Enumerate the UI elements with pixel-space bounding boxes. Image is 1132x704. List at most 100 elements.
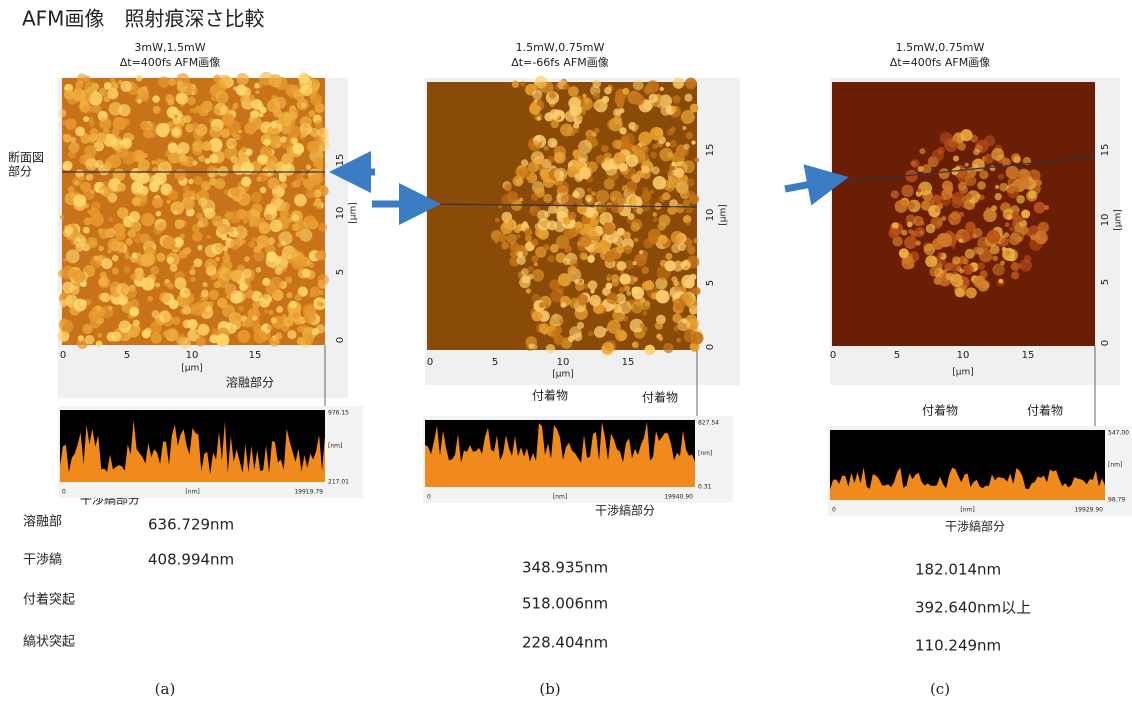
afm-grain <box>123 266 130 273</box>
afm-grain <box>681 275 694 288</box>
afm-grain <box>569 326 582 339</box>
afm-grain <box>85 158 97 170</box>
afm-grain <box>61 120 66 125</box>
afm-grain <box>644 280 654 290</box>
afm-grain <box>63 134 72 143</box>
afm-grain <box>547 255 555 263</box>
afm-grain <box>512 80 520 88</box>
afm-grain <box>946 273 954 281</box>
profile-label: [nm] <box>960 507 974 514</box>
afm-grain <box>319 290 324 295</box>
afm-grain <box>218 75 232 89</box>
annotation: 付着物 <box>922 403 958 418</box>
afm-grain <box>532 90 542 100</box>
afm-grain <box>674 151 680 157</box>
afm-grain <box>531 239 538 246</box>
afm-grain <box>643 100 653 110</box>
afm-grain <box>297 325 304 332</box>
afm-grain <box>91 83 99 91</box>
afm-grain <box>78 335 84 341</box>
afm-grain <box>152 95 159 102</box>
afm-grain <box>218 224 229 235</box>
afm-grain <box>87 174 94 181</box>
afm-grain <box>244 123 256 135</box>
afm-grain <box>98 276 110 288</box>
afm-grain <box>298 72 309 83</box>
afm-grain <box>642 187 648 193</box>
afm-grain <box>625 145 629 149</box>
afm-grain <box>684 265 688 269</box>
panel-caption: (a) <box>155 680 176 698</box>
afm-grain <box>515 169 522 176</box>
afm-grain <box>83 227 90 234</box>
afm-grain <box>233 86 238 91</box>
afm-grain <box>619 163 628 172</box>
afm-grain <box>578 140 592 154</box>
afm-grain <box>595 216 600 221</box>
afm-grain <box>159 292 170 303</box>
afm-grain <box>1034 202 1046 214</box>
afm-grain <box>84 76 91 83</box>
afm-grain <box>182 306 191 315</box>
slide-title: AFM画像 照射痕深さ比較 <box>22 7 264 31</box>
panel-header: Δt=-66fs AFM画像 <box>511 56 608 69</box>
afm-grain <box>665 260 676 271</box>
afm-grain <box>165 94 174 103</box>
afm-grain <box>682 291 693 302</box>
afm-grain <box>694 158 699 163</box>
afm-grain <box>1009 227 1014 232</box>
x-tick-label: 10 <box>957 350 970 361</box>
afm-grain <box>899 248 909 258</box>
afm-grain <box>76 237 80 241</box>
afm-grain <box>117 183 126 192</box>
afm-grain <box>525 228 533 236</box>
afm-grain <box>300 116 312 128</box>
afm-grain <box>895 200 908 213</box>
profile-label: [nm] <box>328 443 342 450</box>
afm-grain <box>296 231 302 237</box>
afm-grain <box>632 341 639 348</box>
afm-grain <box>168 143 178 153</box>
afm-grain <box>282 314 287 319</box>
afm-grain <box>140 121 149 130</box>
afm-grain <box>908 229 913 234</box>
afm-grain <box>68 186 75 193</box>
afm-grain <box>270 219 283 232</box>
afm-grain <box>541 81 553 93</box>
afm-grain <box>990 165 996 171</box>
afm-grain <box>183 247 190 254</box>
afm-grain <box>187 96 196 105</box>
afm-grain <box>613 115 622 124</box>
afm-grain <box>230 270 242 282</box>
afm-grain <box>663 343 673 353</box>
afm-grain <box>546 344 555 353</box>
afm-grain <box>97 255 103 261</box>
afm-grain <box>633 94 645 106</box>
x-unit: [μm] <box>552 370 574 380</box>
afm-grain <box>533 83 540 90</box>
afm-grain <box>268 337 273 342</box>
afm-grain <box>271 123 277 129</box>
afm-grain <box>987 230 1001 244</box>
afm-grain <box>280 182 287 189</box>
afm-grain <box>504 184 512 192</box>
afm-grain <box>192 224 200 232</box>
afm-grain <box>241 162 254 175</box>
afm-grain <box>675 204 685 214</box>
afm-grain <box>83 104 92 113</box>
afm-grain <box>297 337 306 346</box>
afm-grain <box>267 177 279 189</box>
profile-label: 19919.79 <box>294 489 323 496</box>
afm-grain <box>687 178 695 186</box>
afm-grain <box>90 240 95 245</box>
afm-grain <box>596 155 605 164</box>
afm-grain <box>602 222 615 235</box>
afm-grain <box>623 284 631 292</box>
y-unit: [μm] <box>1114 209 1124 231</box>
arrow <box>785 181 828 189</box>
afm-grain <box>275 267 283 275</box>
afm-grain <box>938 233 952 247</box>
afm-grain <box>633 124 639 130</box>
afm-grain <box>59 319 73 333</box>
afm-grain <box>622 185 628 191</box>
